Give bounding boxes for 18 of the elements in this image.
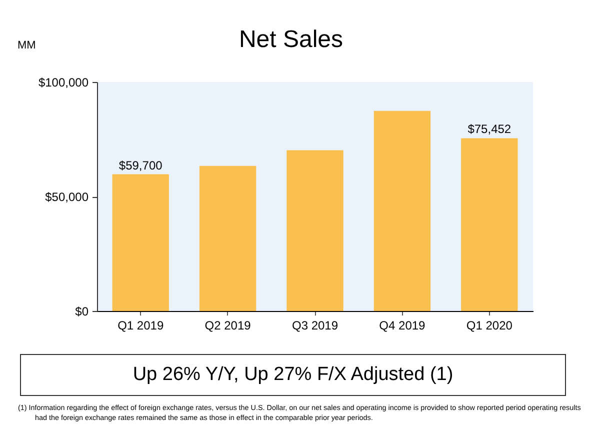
data-label: $59,700 xyxy=(118,158,163,172)
data-label: $75,452 xyxy=(468,122,512,136)
bar xyxy=(374,110,431,311)
y-tick-label: $50,000 xyxy=(45,190,89,204)
bar xyxy=(286,150,344,311)
chart-title: Net Sales xyxy=(238,26,344,53)
bar xyxy=(461,138,518,311)
x-tick-label: Q3 2019 xyxy=(292,318,338,332)
text-box: Up 26% Y/Y, Up 27% F/X Adjusted (1) xyxy=(20,354,566,396)
y-tick-label: $0 xyxy=(75,304,89,318)
y-tick-label: $100,000 xyxy=(38,76,89,90)
x-tick-label: Q4 2019 xyxy=(379,318,426,332)
bar xyxy=(199,166,256,311)
bar xyxy=(112,174,169,311)
x-tick-label: Q1 2019 xyxy=(118,318,164,332)
x-tick-label: Q2 2019 xyxy=(204,318,252,332)
x-tick-label: Q1 2020 xyxy=(466,318,513,332)
y-axis-title: MM xyxy=(18,40,36,52)
